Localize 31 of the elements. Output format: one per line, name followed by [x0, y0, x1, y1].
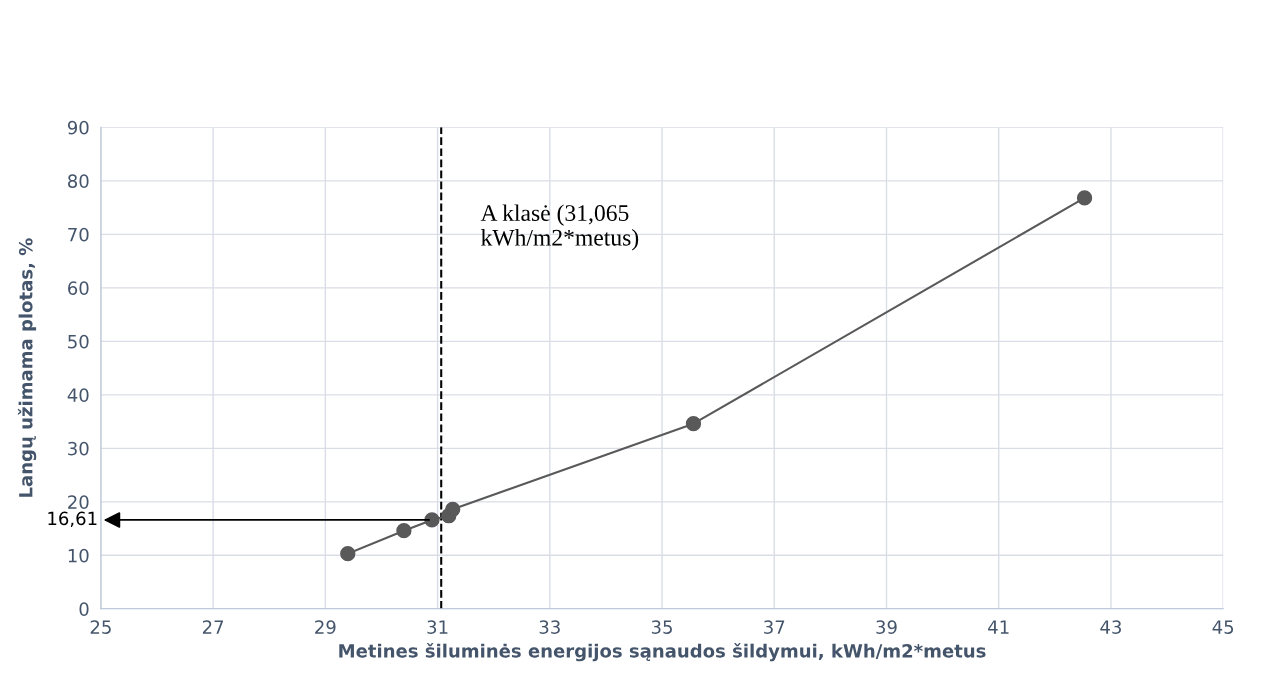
x-tick-label: 31	[427, 620, 448, 634]
annotation: 16,61	[48, 511, 97, 528]
x-tick-label: 43	[1100, 620, 1121, 634]
x-axis-title: Metines šiluminės energijos sąnaudos šildymui, kWh/m2*metus	[339, 642, 986, 662]
y-tick-label: 20	[68, 495, 89, 509]
y-tick-label: 50	[68, 334, 89, 349]
x-tick-label: 45	[1212, 620, 1234, 634]
x-tick-label: 25	[90, 620, 111, 634]
x-tick-label: 33	[539, 620, 560, 634]
y-tick-label: 30	[68, 441, 89, 456]
x-tick-label: 41	[988, 620, 1009, 634]
x-tick-label: 35	[651, 620, 672, 634]
y-tick-label: 70	[68, 227, 89, 242]
y-tick-label: 60	[68, 281, 89, 295]
y-tick-label: 80	[68, 174, 89, 188]
x-tick-label: 27	[202, 620, 224, 634]
point	[340, 546, 356, 562]
y-tick-label: 40	[67, 388, 89, 402]
ref-line-label: A klasė (31,065 kWh/m2*metus)	[480, 204, 639, 251]
x-tick-label: 29	[315, 620, 336, 634]
point	[396, 523, 412, 539]
point	[685, 416, 702, 432]
point	[424, 512, 440, 528]
point	[1076, 190, 1093, 206]
y-tick-label: 0	[79, 602, 89, 616]
y-tick-label: 90	[67, 120, 89, 135]
y-tick-label: 10	[68, 548, 89, 563]
x-tick-label: 39	[876, 620, 897, 634]
point	[445, 501, 461, 517]
y-axis-title: Langų užimama plotas, %	[17, 238, 37, 497]
x-tick-label: 37	[764, 620, 785, 634]
